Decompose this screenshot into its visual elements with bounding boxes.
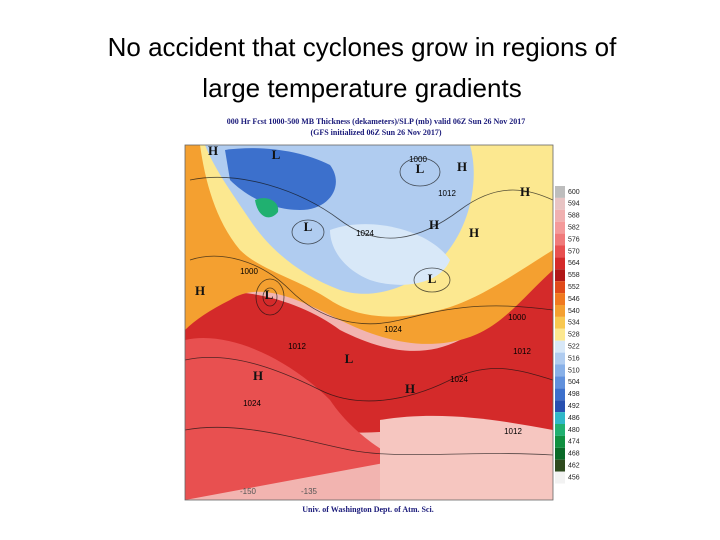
colorbar-label: 534 bbox=[568, 320, 580, 327]
colorbar-label: 528 bbox=[568, 332, 580, 339]
isobar-label: 1000 bbox=[409, 155, 427, 164]
colorbar-swatch bbox=[555, 269, 565, 282]
colorbar-swatch bbox=[555, 281, 565, 294]
colorbar-label: 462 bbox=[568, 462, 580, 469]
colorbar-label: 570 bbox=[568, 248, 580, 255]
colorbar-label: 600 bbox=[568, 189, 580, 196]
isobar-label: 1000 bbox=[240, 267, 258, 276]
colorbar-label: 516 bbox=[568, 355, 580, 362]
colorbar-label: 468 bbox=[568, 451, 580, 458]
colorbar-swatch bbox=[555, 412, 565, 424]
colorbar-swatch bbox=[555, 435, 565, 448]
colorbar-label: 504 bbox=[568, 379, 580, 386]
colorbar-swatch bbox=[555, 447, 565, 460]
colorbar-label: 558 bbox=[568, 272, 580, 279]
colorbar-swatch bbox=[555, 459, 565, 472]
colorbar-swatch bbox=[555, 209, 565, 222]
isobar-label: 1024 bbox=[450, 375, 468, 384]
pressure-center: H bbox=[208, 143, 218, 158]
colorbar-label: 594 bbox=[568, 201, 580, 208]
colorbar-swatch bbox=[555, 400, 565, 413]
colorbar-label: 456 bbox=[568, 474, 580, 481]
pressure-center: L bbox=[416, 161, 425, 176]
pressure-center: H bbox=[253, 368, 263, 383]
colorbar-swatch bbox=[555, 293, 565, 305]
pressure-center: H bbox=[429, 217, 439, 232]
isobar-label: 1012 bbox=[288, 342, 306, 351]
colorbar-swatch bbox=[555, 221, 565, 234]
colorbar-swatch bbox=[555, 376, 565, 389]
colorbar-swatch bbox=[555, 471, 565, 484]
pressure-center: L bbox=[345, 351, 354, 366]
colorbar-swatch bbox=[555, 305, 565, 317]
map-header: 000 Hr Fcst 1000-500 MB Thickness (dekam… bbox=[227, 117, 526, 126]
colorbar-label: 576 bbox=[568, 236, 580, 243]
pressure-center: H bbox=[469, 225, 479, 240]
longitude-label: -150 bbox=[240, 487, 257, 496]
colorbar-swatch bbox=[555, 364, 565, 377]
colorbar-label: 552 bbox=[568, 284, 580, 291]
map-header: (GFS initialized 06Z Sun 26 Nov 2017) bbox=[310, 128, 441, 137]
colorbar-label: 492 bbox=[568, 403, 580, 410]
colorbar-label: 486 bbox=[568, 415, 580, 422]
pressure-center: L bbox=[428, 271, 437, 286]
isobar-label: 1012 bbox=[438, 189, 456, 198]
pressure-center: H bbox=[457, 159, 467, 174]
isobar-label: 1024 bbox=[243, 399, 261, 408]
colorbar-swatch bbox=[555, 245, 565, 258]
colorbar: 600 594 588 582 576 570 564 558 552 546 540 534 528 5… bbox=[555, 186, 580, 484]
map-footer: Univ. of Washington Dept. of Atm. Sci. bbox=[302, 505, 433, 514]
colorbar-label: 522 bbox=[568, 343, 580, 350]
colorbar-label: 510 bbox=[568, 367, 580, 374]
pressure-center: L bbox=[272, 147, 281, 162]
colorbar-label: 564 bbox=[568, 260, 580, 267]
isobar-label: 1000 bbox=[508, 313, 526, 322]
pressure-center: L bbox=[304, 219, 313, 234]
colorbar-label: 540 bbox=[568, 308, 580, 315]
colorbar-label: 480 bbox=[568, 427, 580, 434]
slide-title: No accident that cyclones grow in region… bbox=[108, 32, 617, 62]
isobar-label: 1012 bbox=[513, 347, 531, 356]
longitude-label: -135 bbox=[301, 487, 318, 496]
isobar-label: 1024 bbox=[356, 229, 374, 238]
pressure-center: L bbox=[265, 287, 274, 302]
colorbar-swatch bbox=[555, 257, 565, 270]
pressure-center: H bbox=[520, 184, 530, 199]
colorbar-swatch bbox=[555, 424, 565, 436]
slide-title: large temperature gradients bbox=[202, 73, 521, 103]
colorbar-swatch bbox=[555, 340, 565, 353]
colorbar-label: 582 bbox=[568, 224, 580, 231]
isobar-label: 1024 bbox=[384, 325, 402, 334]
colorbar-label: 474 bbox=[568, 439, 580, 446]
colorbar-label: 588 bbox=[568, 213, 580, 220]
colorbar-swatch bbox=[555, 316, 565, 329]
colorbar-swatch bbox=[555, 186, 565, 198]
colorbar-swatch bbox=[555, 197, 565, 210]
colorbar-swatch bbox=[555, 352, 565, 365]
colorbar-label: 498 bbox=[568, 391, 580, 398]
pressure-center: H bbox=[405, 381, 415, 396]
colorbar-label: 546 bbox=[568, 296, 580, 303]
isobar-label: 1012 bbox=[504, 427, 522, 436]
pressure-center: H bbox=[195, 283, 205, 298]
colorbar-swatch bbox=[555, 388, 565, 401]
map bbox=[184, 144, 554, 501]
colorbar-swatch bbox=[555, 233, 565, 246]
colorbar-swatch bbox=[555, 328, 565, 341]
